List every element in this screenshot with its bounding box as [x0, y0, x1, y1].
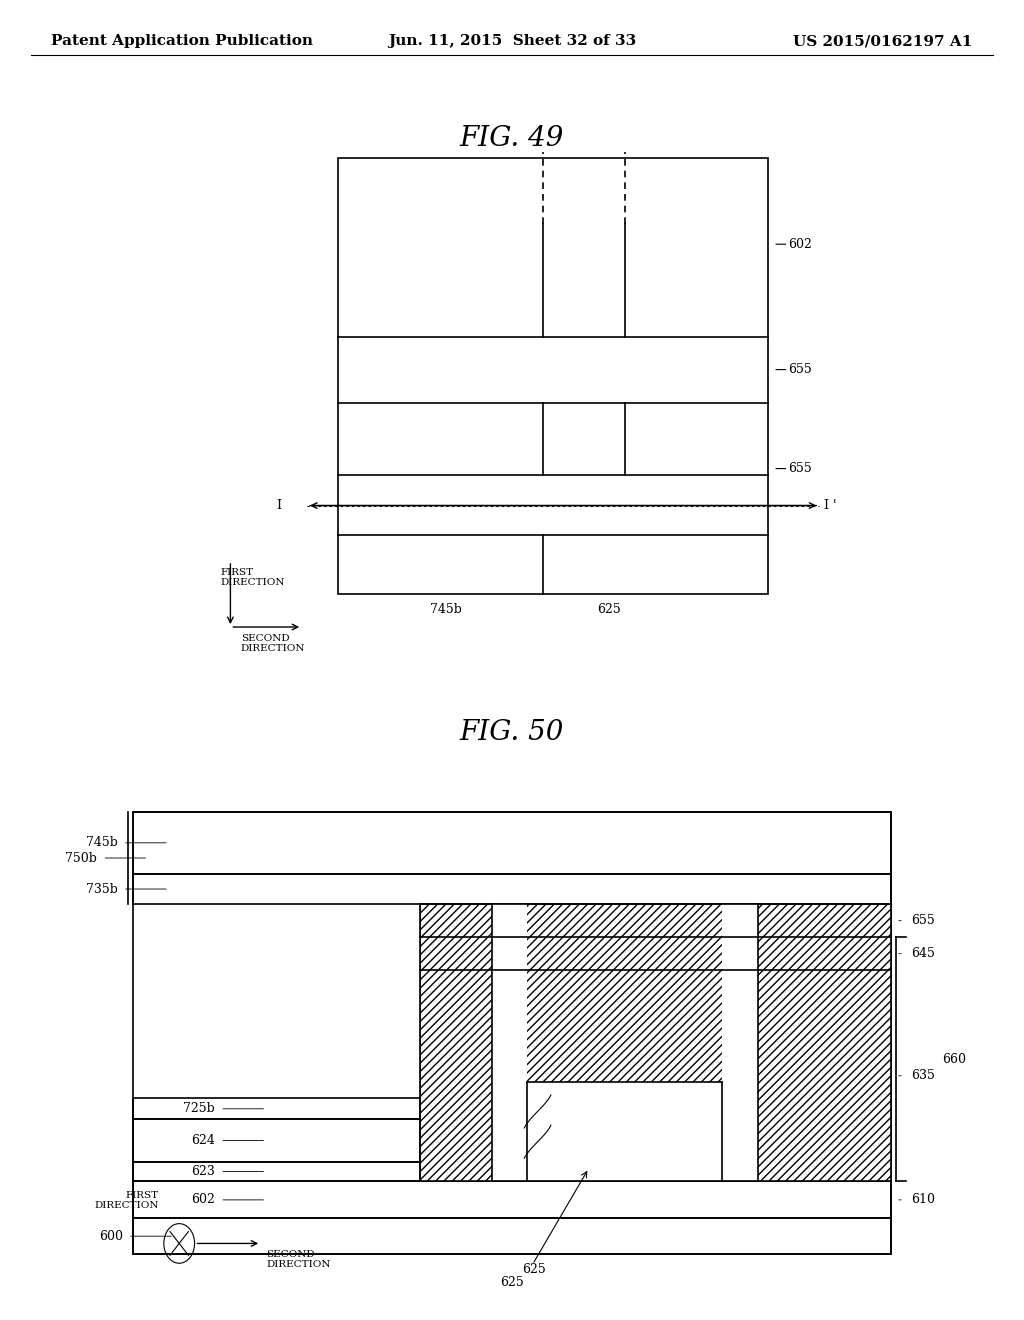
- Text: 745b: 745b: [429, 603, 462, 616]
- Bar: [527, 1082, 722, 1181]
- Bar: [133, 812, 891, 1254]
- Text: 750b: 750b: [66, 851, 97, 865]
- Bar: [420, 904, 891, 1181]
- Text: 610: 610: [911, 1193, 935, 1206]
- Text: 645: 645: [911, 948, 935, 960]
- Text: 602: 602: [788, 238, 812, 251]
- Bar: [133, 1218, 891, 1254]
- Text: 602: 602: [191, 1193, 215, 1206]
- Text: SECOND
DIRECTION: SECOND DIRECTION: [266, 1250, 331, 1270]
- Text: SECOND
DIRECTION: SECOND DIRECTION: [241, 634, 305, 653]
- Bar: [133, 1181, 891, 1218]
- Bar: [722, 904, 758, 1181]
- Text: 660: 660: [942, 1053, 966, 1065]
- Text: 623: 623: [191, 1166, 215, 1177]
- Text: 655: 655: [788, 363, 812, 376]
- Text: I ': I ': [824, 499, 837, 512]
- Text: 635: 635: [911, 1069, 935, 1082]
- Text: 725b: 725b: [183, 1102, 215, 1115]
- Text: FIRST
DIRECTION: FIRST DIRECTION: [220, 568, 285, 587]
- Text: FIRST
DIRECTION: FIRST DIRECTION: [94, 1191, 159, 1210]
- Text: I: I: [276, 499, 282, 512]
- Bar: [133, 1162, 420, 1181]
- Bar: [133, 812, 891, 874]
- Text: 655: 655: [788, 462, 812, 475]
- Text: 655: 655: [911, 915, 935, 927]
- Bar: [133, 874, 891, 904]
- Bar: [492, 904, 527, 1181]
- Text: 625: 625: [522, 1263, 546, 1276]
- Text: 625: 625: [597, 603, 622, 616]
- Text: 600: 600: [99, 1230, 123, 1242]
- Bar: [338, 158, 768, 594]
- Text: 625: 625: [500, 1276, 524, 1290]
- Text: 745b: 745b: [86, 837, 118, 849]
- Text: 735b: 735b: [86, 883, 118, 895]
- Text: Patent Application Publication: Patent Application Publication: [51, 34, 313, 49]
- Text: FIG. 49: FIG. 49: [460, 125, 564, 152]
- Text: US 2015/0162197 A1: US 2015/0162197 A1: [794, 34, 973, 49]
- Bar: [133, 1098, 420, 1119]
- Bar: [133, 1119, 420, 1162]
- Bar: [420, 904, 891, 1181]
- Text: 624: 624: [191, 1134, 215, 1147]
- Text: Jun. 11, 2015  Sheet 32 of 33: Jun. 11, 2015 Sheet 32 of 33: [388, 34, 636, 49]
- Text: FIG. 50: FIG. 50: [460, 719, 564, 746]
